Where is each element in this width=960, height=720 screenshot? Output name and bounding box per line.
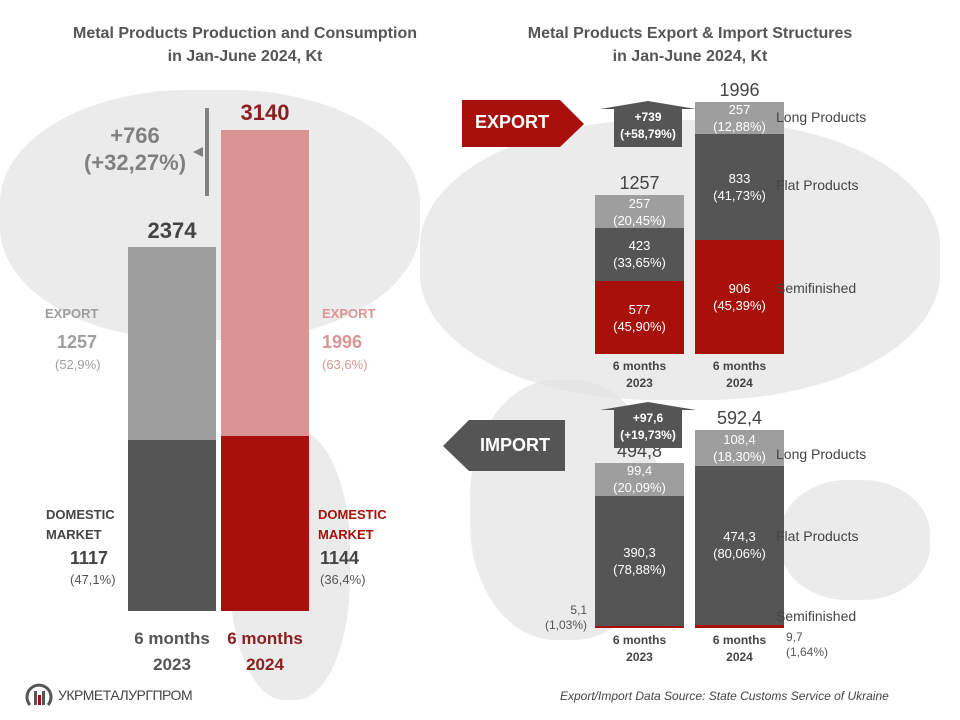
bar-export-1 bbox=[221, 129, 309, 436]
domestic-label-2024: DOMESTIC MARKET bbox=[318, 505, 387, 545]
logo-text: УКРМЕТАЛУРГПРОМ bbox=[58, 687, 193, 703]
semi-note-2024: 9,7 (1,64%) bbox=[786, 630, 829, 659]
legend-export-long: Long Products bbox=[776, 109, 867, 125]
legend-import-long: Long Products bbox=[776, 446, 867, 462]
domestic-value-2024: 1144 bbox=[320, 548, 360, 568]
total-label: 592,4 bbox=[716, 408, 763, 428]
legend-import-flat: Flat Products bbox=[776, 528, 859, 544]
bar-export-long-products-1 bbox=[695, 102, 784, 135]
bar-domestic-0 bbox=[128, 439, 216, 611]
total-2023: 2374 bbox=[147, 218, 197, 243]
domestic-label-2023: DOMESTIC MARKET bbox=[46, 505, 115, 545]
export-value-2024: 1996 bbox=[322, 332, 363, 352]
segment-label: 257 (12,88%) bbox=[713, 102, 766, 135]
export-label-2024: EXPORT bbox=[322, 306, 376, 321]
change-arrow-icon bbox=[600, 402, 696, 448]
title-line: Metal Products Export & Import Structure… bbox=[527, 25, 853, 42]
label-line: MARKET bbox=[318, 527, 374, 542]
import-banner-label: IMPORT bbox=[480, 435, 550, 455]
segment-label: 390,3 (78,88%) bbox=[613, 545, 666, 578]
change-label: +739 (+58,79%) bbox=[620, 110, 676, 141]
world-map-australia bbox=[780, 480, 930, 600]
label-line: MARKET bbox=[46, 527, 102, 542]
change-value: +766 bbox=[110, 123, 160, 148]
logo bbox=[24, 679, 54, 714]
total-label: 1996 bbox=[719, 80, 760, 100]
bar-import-flat-products-0 bbox=[595, 495, 684, 627]
change-arrow-icon bbox=[600, 101, 696, 147]
total-label: 1257 bbox=[619, 173, 660, 194]
category-line: 6 months bbox=[134, 629, 210, 648]
title-line: in Jan-June 2024, Kt bbox=[167, 48, 323, 65]
bar-import-long-products-0 bbox=[595, 462, 684, 496]
export-banner-label: EXPORT bbox=[474, 112, 549, 132]
bar-export-semifinished-1 bbox=[695, 239, 784, 354]
bar-export-flat-products-1 bbox=[695, 134, 784, 240]
bar-import-flat-products-1 bbox=[695, 466, 784, 625]
domestic-pct-2023: (47,1%) bbox=[70, 572, 116, 587]
export-banner bbox=[462, 100, 584, 147]
export-pct-2023: (52,9%) bbox=[55, 357, 101, 372]
bar-export-0 bbox=[128, 247, 216, 440]
title-line: in Jan-June 2024, Kt bbox=[612, 48, 768, 65]
segment-label: 108,4 (18,30%) bbox=[713, 432, 766, 465]
left-chart-title: Metal Products Production and Consumptio… bbox=[20, 22, 470, 68]
category-2024: 6 months 2024 bbox=[211, 626, 319, 678]
logo-icon bbox=[25, 683, 53, 706]
change-bracket bbox=[205, 108, 209, 196]
segment-label: 474,3 (80,06%) bbox=[713, 529, 766, 562]
export-pct-2024: (63,6%) bbox=[322, 357, 368, 372]
data-source-note: Export/Import Data Source: State Customs… bbox=[560, 689, 889, 703]
total-2024: 3140 bbox=[240, 100, 290, 125]
label-line: DOMESTIC bbox=[318, 507, 387, 522]
change-annotation: +766 (+32,27%) bbox=[80, 122, 190, 176]
category-line: 2024 bbox=[246, 655, 284, 674]
category-line: 2023 bbox=[153, 655, 191, 674]
legend-export-semi: Semifinished bbox=[776, 280, 857, 296]
category-label: 6 months 2023 bbox=[612, 633, 667, 664]
right-chart-title: Metal Products Export & Import Structure… bbox=[470, 22, 910, 68]
segment-label: 423 (33,65%) bbox=[613, 238, 666, 271]
segment-label: 577 (45,90%) bbox=[613, 301, 666, 334]
export-arrow-icon bbox=[462, 100, 584, 147]
legend-export-flat: Flat Products bbox=[776, 177, 859, 193]
category-label: 6 months 2024 bbox=[712, 359, 767, 390]
bar-import-long-products-1 bbox=[695, 430, 784, 467]
label-line: DOMESTIC bbox=[46, 507, 115, 522]
domestic-pct-2024: (36,4%) bbox=[320, 572, 366, 587]
export-label-2023: EXPORT bbox=[45, 306, 99, 321]
semi-note-2023: 5,1 (1,03%) bbox=[544, 603, 587, 632]
change-arrow-icon bbox=[193, 147, 203, 157]
title-line: Metal Products Production and Consumptio… bbox=[73, 25, 417, 42]
bar-export-flat-products-0 bbox=[595, 227, 684, 282]
category-label: 6 months 2023 bbox=[612, 359, 667, 390]
bar-export-semifinished-0 bbox=[595, 281, 684, 354]
category-label: 6 months 2024 bbox=[712, 633, 767, 664]
segment-label: 99,4 (20,09%) bbox=[613, 463, 666, 496]
bar-domestic-1 bbox=[221, 435, 309, 611]
segment-label: 833 (41,73%) bbox=[713, 171, 766, 204]
bar-import-semifinished-1 bbox=[695, 624, 784, 628]
category-2023: 6 months 2023 bbox=[118, 626, 226, 678]
import-arrow-icon bbox=[443, 420, 565, 471]
import-banner bbox=[443, 420, 565, 471]
change-label: +97,6 (+19,73%) bbox=[620, 411, 676, 442]
category-line: 6 months bbox=[227, 629, 303, 648]
segment-label: 906 (45,39%) bbox=[713, 280, 766, 313]
segment-label: 257 (20,45%) bbox=[613, 195, 666, 228]
domestic-value-2023: 1117 bbox=[70, 548, 109, 568]
legend-import-semi: Semifinished bbox=[776, 608, 857, 624]
change-pct: (+32,27%) bbox=[83, 150, 187, 175]
bar-export-long-products-0 bbox=[595, 195, 684, 228]
bar-import-semifinished-0 bbox=[595, 626, 684, 629]
export-value-2023: 1257 bbox=[57, 332, 98, 352]
